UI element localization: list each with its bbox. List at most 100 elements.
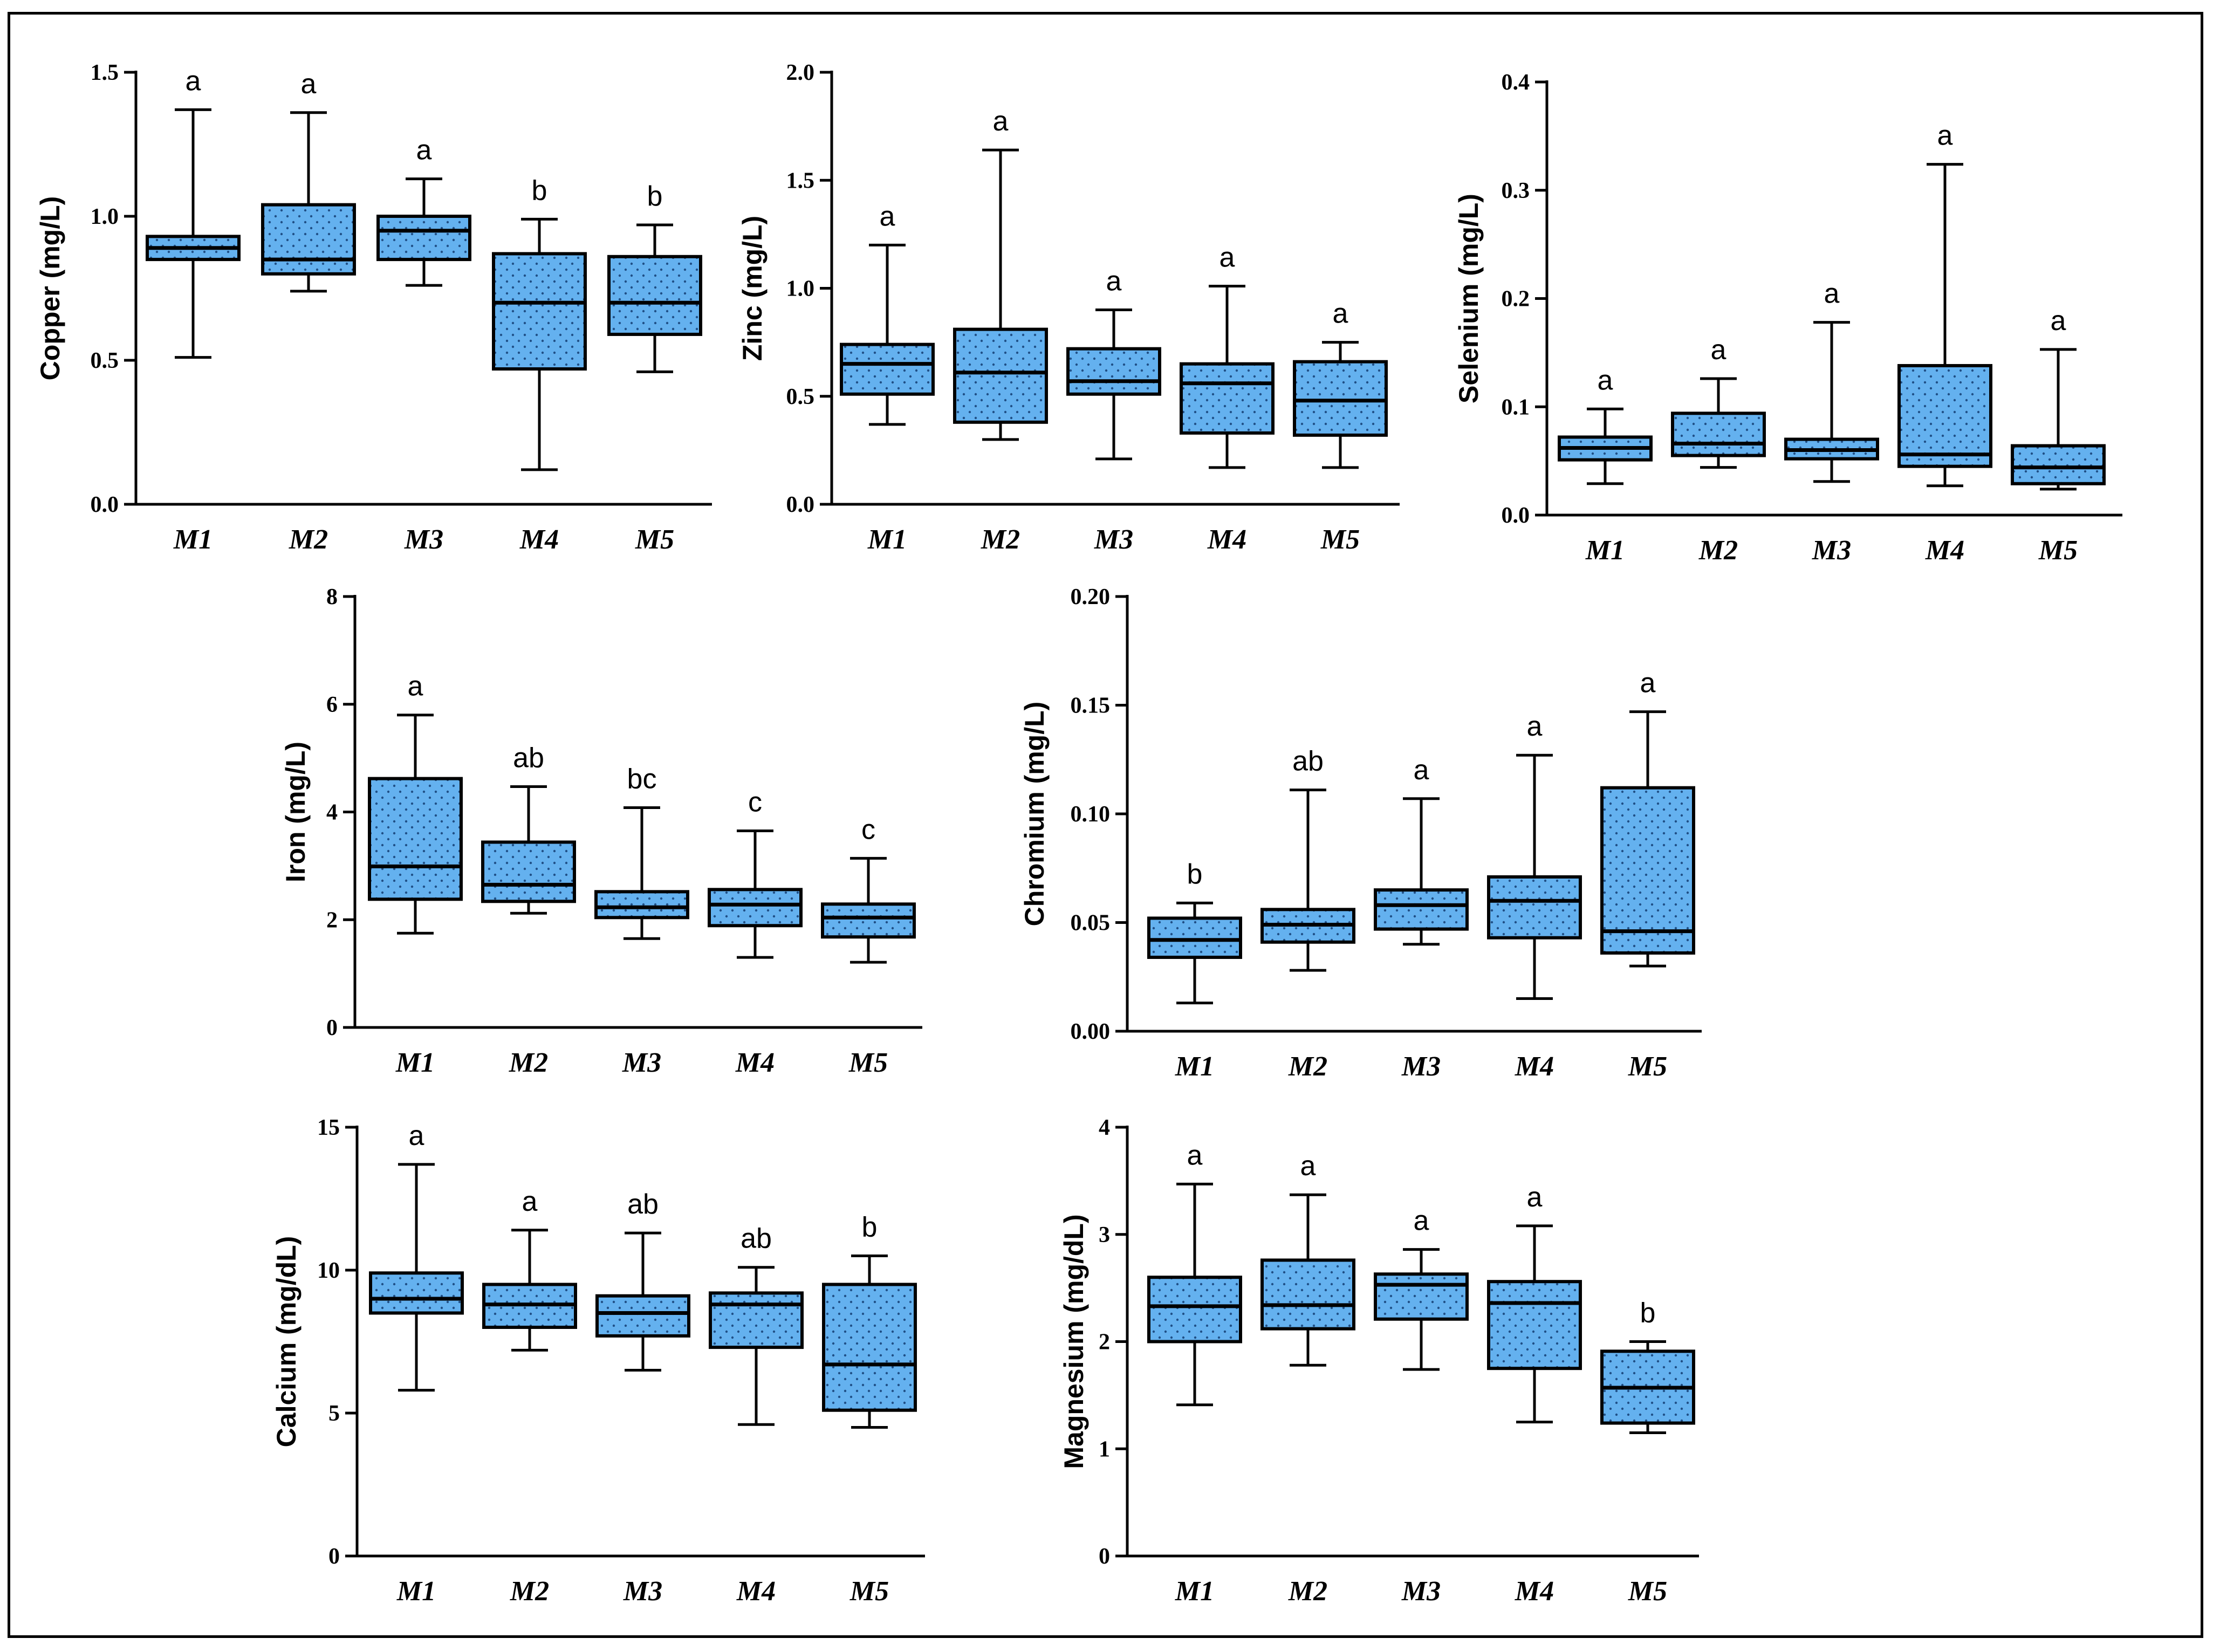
zinc-box-M2 bbox=[953, 327, 1048, 424]
iron-y-axis-label: Iron (mg/L) bbox=[280, 742, 311, 882]
magnesium-significance-letter: a bbox=[1300, 1150, 1316, 1182]
iron-y-tick-label: 6 bbox=[326, 693, 338, 717]
copper-box-M3 bbox=[376, 215, 471, 262]
chromium-box-M5 bbox=[1600, 786, 1695, 955]
iron-y-tick-label: 2 bbox=[326, 908, 338, 933]
chromium-x-tick-label: M3 bbox=[1401, 1051, 1441, 1082]
calcium-significance-letter: b bbox=[862, 1212, 878, 1243]
chromium-x-tick-label: M5 bbox=[1628, 1051, 1667, 1082]
zinc-x-tick-label: M4 bbox=[1207, 524, 1246, 555]
zinc-y-tick-label: 1.5 bbox=[786, 168, 815, 193]
calcium-y-tick-label: 15 bbox=[317, 1115, 340, 1140]
calcium-box-M5 bbox=[822, 1283, 917, 1412]
selenium-y-tick-label: 0.2 bbox=[1502, 287, 1530, 312]
copper-x-tick-label: M5 bbox=[635, 524, 674, 555]
copper-x-tick-label: M2 bbox=[289, 524, 328, 555]
magnesium-y-tick-label: 1 bbox=[1099, 1437, 1110, 1462]
magnesium-significance-letter: a bbox=[1187, 1140, 1203, 1171]
zinc-y-tick-label: 2.0 bbox=[786, 60, 815, 85]
magnesium-box-M4 bbox=[1487, 1280, 1582, 1370]
calcium-box-M1 bbox=[369, 1271, 464, 1315]
chromium-y-tick-label: 0.05 bbox=[1071, 911, 1111, 936]
selenium-x-tick-label: M5 bbox=[2038, 535, 2078, 566]
chromium-chart: 0.00 0.05 0.10 0.15 0.20 Chromium (mg/L) b M1 ab… bbox=[1019, 585, 1702, 1082]
iron-significance-letter: bc bbox=[627, 764, 657, 795]
magnesium-y-axis-label: Magnesium (mg/dL) bbox=[1059, 1214, 1089, 1469]
zinc-y-tick-label: 0.5 bbox=[786, 385, 815, 409]
selenium-significance-letter: a bbox=[2051, 305, 2066, 337]
zinc-box-M4 bbox=[1180, 362, 1275, 435]
iron-box-M5 bbox=[821, 902, 916, 939]
selenium-y-axis-label: Selenium (mg/L) bbox=[1454, 194, 1484, 403]
chromium-box-M3 bbox=[1374, 888, 1469, 931]
zinc-x-tick-label: M3 bbox=[1094, 524, 1133, 555]
calcium-significance-letter: a bbox=[522, 1186, 538, 1217]
iron-x-tick-label: M4 bbox=[735, 1047, 775, 1078]
calcium-significance-letter: a bbox=[409, 1120, 424, 1151]
iron-significance-letter: ab bbox=[513, 743, 544, 774]
calcium-x-tick-label: M2 bbox=[510, 1576, 549, 1607]
chromium-x-tick-label: M4 bbox=[1515, 1051, 1554, 1082]
copper-y-tick-label: 1.5 bbox=[91, 60, 119, 85]
selenium-x-tick-label: M3 bbox=[1812, 535, 1851, 566]
copper-significance-letter: a bbox=[416, 135, 432, 166]
zinc-box-M1 bbox=[840, 342, 935, 396]
zinc-y-tick-label: 0.0 bbox=[786, 492, 815, 517]
copper-y-axis-label: Copper (mg/L) bbox=[35, 196, 65, 381]
magnesium-x-tick-label: M5 bbox=[1628, 1576, 1667, 1607]
chromium-significance-letter: a bbox=[1414, 755, 1429, 786]
chromium-significance-letter: a bbox=[1640, 668, 1656, 699]
iron-significance-letter: c bbox=[748, 786, 762, 818]
selenium-x-tick-label: M4 bbox=[1925, 535, 1964, 566]
zinc-significance-letter: a bbox=[1219, 242, 1235, 273]
iron-y-tick-label: 4 bbox=[326, 800, 338, 825]
zinc-box-M5 bbox=[1293, 360, 1388, 437]
iron-significance-letter: c bbox=[861, 814, 875, 845]
selenium-chart: 0.0 0.1 0.2 0.3 0.4 Selenium (mg/L) a M1 a M2 a M3 a… bbox=[1454, 70, 2122, 566]
copper-significance-letter: a bbox=[301, 68, 317, 100]
iron-x-tick-label: M1 bbox=[395, 1047, 435, 1078]
selenium-significance-letter: a bbox=[1711, 334, 1726, 366]
copper-significance-letter: b bbox=[647, 181, 663, 212]
figure-border bbox=[8, 12, 2203, 1638]
calcium-x-tick-label: M1 bbox=[396, 1576, 436, 1607]
chromium-x-tick-label: M1 bbox=[1175, 1051, 1214, 1082]
iron-y-tick-label: 8 bbox=[326, 585, 338, 609]
zinc-significance-letter: a bbox=[880, 201, 895, 232]
magnesium-x-tick-label: M4 bbox=[1515, 1576, 1554, 1607]
chromium-x-tick-label: M2 bbox=[1288, 1051, 1327, 1082]
selenium-significance-letter: a bbox=[1937, 120, 1953, 152]
copper-box-M4 bbox=[492, 252, 587, 371]
calcium-chart: 0 5 10 15 Calcium (mg/dL) a M1 a M2 ab M3 ab M4 b M5 bbox=[271, 1115, 925, 1607]
iron-box-M4 bbox=[708, 888, 803, 928]
chromium-y-axis-label: Chromium (mg/L) bbox=[1019, 702, 1050, 927]
chromium-box-M4 bbox=[1487, 875, 1582, 940]
calcium-y-tick-label: 0 bbox=[328, 1544, 340, 1569]
iron-chart: 0 2 4 6 8 Iron (mg/L) a M1 ab M2 bc M3 c M4 c M5 bbox=[280, 585, 922, 1078]
copper-y-tick-label: 0.0 bbox=[91, 492, 119, 517]
iron-box-M1 bbox=[368, 777, 463, 901]
chromium-y-tick-label: 0.20 bbox=[1071, 585, 1111, 609]
selenium-significance-letter: a bbox=[1824, 278, 1840, 310]
calcium-y-axis-label: Calcium (mg/dL) bbox=[271, 1236, 302, 1448]
selenium-box-M2 bbox=[1671, 412, 1766, 457]
magnesium-box-M2 bbox=[1260, 1258, 1355, 1331]
copper-x-tick-label: M3 bbox=[404, 524, 443, 555]
magnesium-y-tick-label: 2 bbox=[1099, 1330, 1110, 1355]
calcium-x-tick-label: M3 bbox=[623, 1576, 662, 1607]
iron-significance-letter: a bbox=[408, 671, 423, 702]
selenium-x-tick-label: M2 bbox=[1698, 535, 1738, 566]
selenium-y-tick-label: 0.4 bbox=[1502, 70, 1530, 95]
magnesium-x-tick-label: M2 bbox=[1288, 1576, 1327, 1607]
magnesium-y-tick-label: 0 bbox=[1099, 1544, 1110, 1569]
copper-x-tick-label: M1 bbox=[173, 524, 213, 555]
selenium-y-tick-label: 0.1 bbox=[1502, 395, 1530, 420]
magnesium-significance-letter: b bbox=[1640, 1298, 1656, 1329]
chromium-significance-letter: b bbox=[1187, 859, 1203, 890]
magnesium-significance-letter: a bbox=[1414, 1205, 1429, 1237]
iron-y-tick-label: 0 bbox=[326, 1016, 338, 1040]
zinc-x-tick-label: M2 bbox=[981, 524, 1020, 555]
zinc-significance-letter: a bbox=[1333, 298, 1348, 330]
copper-box-M5 bbox=[607, 255, 702, 336]
